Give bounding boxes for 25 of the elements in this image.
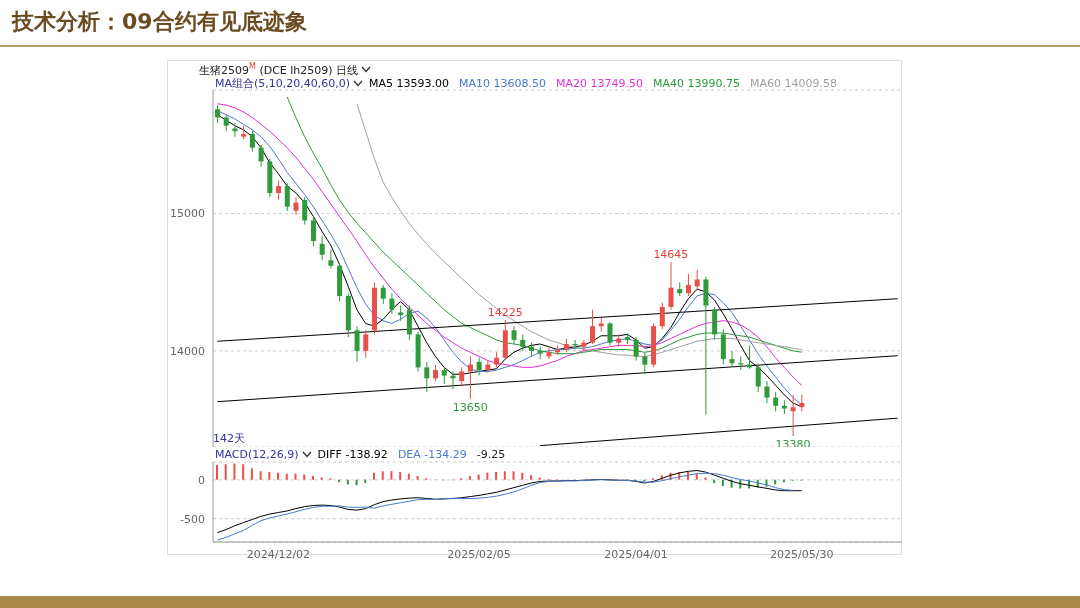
text: MA40 13990.75 (653, 77, 741, 90)
annotation: 13650 (452, 400, 488, 414)
annotation: 14645 (653, 248, 689, 262)
annotation: 142天 (213, 432, 245, 445)
text: MA5 13593.00 (369, 77, 450, 90)
y-tick-label: 14000 (170, 344, 205, 358)
text: MA60 14009.58 (750, 77, 838, 90)
text: -9.25 (476, 448, 506, 461)
text: MA20 13749.50 (556, 77, 644, 90)
legend-title: MACD(12,26,9) (215, 448, 299, 461)
annotation: 13380 (775, 437, 811, 451)
chart-title: 技术分析：09合约有见底迹象 (12, 9, 307, 34)
y-tick-label: -500 (180, 512, 205, 526)
text: MA10 13608.50 (459, 77, 547, 90)
y-tick-label: 15000 (170, 207, 205, 221)
legend-title: MA组合(5,10,20,40,60,0) (215, 77, 351, 90)
x-tick-label: 2025/02/05 (447, 547, 511, 561)
y-tick-label: 0 (198, 473, 205, 487)
annotation: 14225 (487, 305, 523, 319)
x-tick-label: 2025/05/30 (770, 547, 834, 561)
x-tick-label: 2025/04/01 (604, 547, 668, 561)
text: DIFF -138.92 (317, 448, 388, 461)
text: DEA -134.29 (397, 448, 467, 461)
chart-subtitle: 生猪2509$^{M}$ (DCE lh2509) 日线 (199, 62, 359, 77)
x-tick-label: 2024/12/02 (246, 547, 311, 561)
